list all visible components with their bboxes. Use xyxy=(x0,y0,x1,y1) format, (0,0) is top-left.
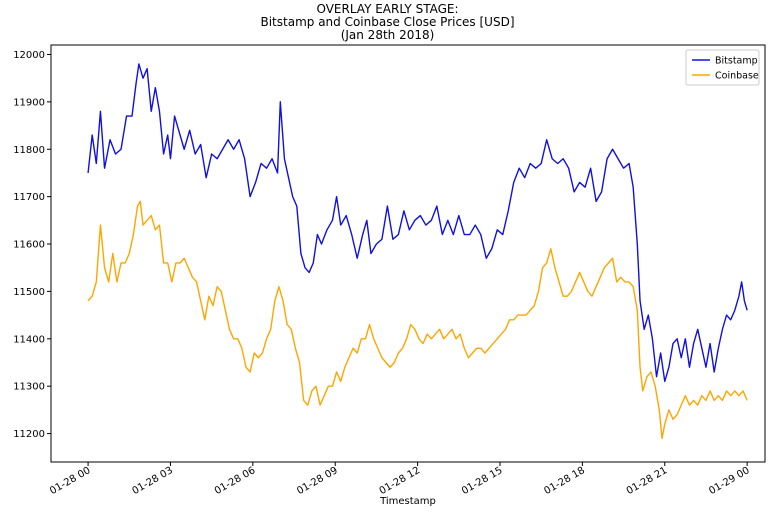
x-tick-label: 01-28 18 xyxy=(542,465,586,497)
x-tick-label: 01-28 12 xyxy=(378,465,422,497)
x-tick-label: 01-28 15 xyxy=(460,465,504,497)
x-tick-label: 01-28 06 xyxy=(213,465,257,497)
series-line-coinbase xyxy=(87,200,748,440)
y-tick-label: 11500 xyxy=(13,287,45,298)
chart-title-line-3: (Jan 28th 2018) xyxy=(340,28,435,42)
y-tick-label: 11700 xyxy=(13,192,45,203)
y-axis: 11200 11300 11400 11500 11600 11700 11800 11900… xyxy=(13,50,51,440)
y-tick-label: 11600 xyxy=(13,240,45,251)
legend-label-bitstamp: Bitstamp xyxy=(715,56,758,67)
series-layer xyxy=(87,63,748,440)
chart-title-line-1: OVERLAY EARLY STAGE: xyxy=(316,2,459,16)
legend-box xyxy=(685,49,760,86)
y-tick-label: 12000 xyxy=(13,50,45,61)
y-tick-label: 11300 xyxy=(13,382,45,393)
x-tick-label: 01-28 21 xyxy=(625,465,669,497)
x-axis-label: Timestamp xyxy=(379,496,436,507)
legend-label-coinbase: Coinbase xyxy=(715,71,759,82)
y-tick-label: 11900 xyxy=(13,97,45,108)
legend: Bitstamp Coinbase xyxy=(685,49,760,86)
x-axis: 01-28 00 01-28 03 01-28 06 01-28 09 01-28 12… xyxy=(48,462,752,497)
x-tick-label: 01-28 00 xyxy=(48,465,92,497)
axes-frame xyxy=(50,44,766,463)
y-tick-label: 11200 xyxy=(13,429,45,440)
series-line-bitstamp xyxy=(87,63,748,383)
y-tick-label: 11400 xyxy=(13,334,45,345)
x-tick-label: 01-28 03 xyxy=(131,465,175,497)
y-tick-label: 11800 xyxy=(13,145,45,156)
x-tick-label: 01-29 00 xyxy=(707,465,751,497)
chart-title-line-2: Bitstamp and Coinbase Close Prices [USD] xyxy=(260,15,515,29)
x-tick-label: 01-28 09 xyxy=(295,465,339,497)
